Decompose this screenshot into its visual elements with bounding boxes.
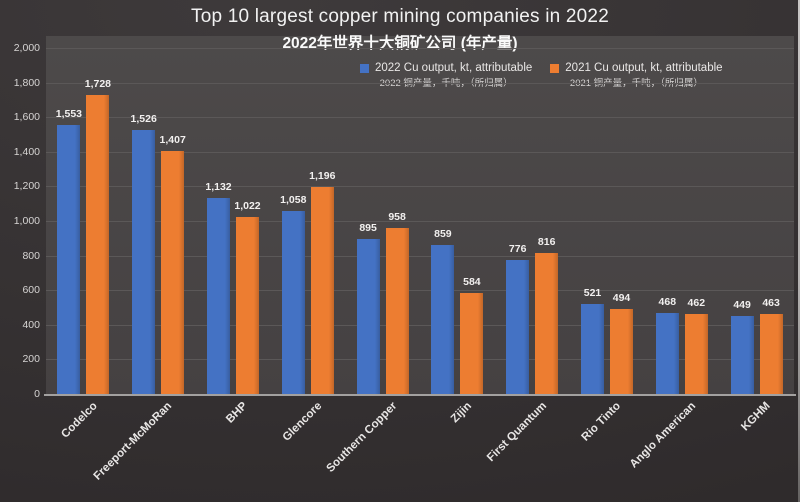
gridline [46,359,794,361]
category-label: Southern Copper [324,400,400,475]
value-label: 895 [359,222,377,235]
gridline [46,221,794,222]
gridline [46,82,794,84]
bar-2021 [684,314,708,394]
gridline [46,186,794,188]
value-label: 521 [583,286,602,299]
value-label: 494 [612,291,631,304]
gridline [46,324,794,326]
y-axis-tick-label: 1,400 [13,145,40,158]
legend: 2022 Cu output, kt, attributable 2022 铜产… [360,62,723,89]
value-label: 816 [537,235,556,248]
y-axis-tick-label: 1,200 [13,180,40,193]
value-label: 449 [733,299,751,312]
legend-swatch-2022-icon [360,63,369,73]
category-label: Anglo American [627,400,699,471]
bar-2022 [581,303,604,394]
y-axis-tick-label: 0 [34,388,40,400]
category-label: Zijin [448,400,474,426]
legend-label-2021: 2021 Cu output, kt, attributable [565,62,723,74]
category-label: BHP [223,400,250,426]
category-label: First Quantum [484,400,549,465]
y-axis-tick-label: 600 [22,284,40,297]
y-axis-tick-label: 400 [22,318,40,331]
bar-2021 [310,187,334,394]
bar-2022 [730,316,754,394]
value-label: 1,728 [84,78,112,91]
value-label: 1,196 [309,170,336,183]
x-axis-line [44,394,796,396]
value-label: 776 [508,242,527,255]
plot-area [46,36,794,394]
value-label: 463 [762,296,780,309]
legend-label-2022: 2022 Cu output, kt, attributable [375,62,533,74]
bar-2021 [759,313,783,394]
category-label: Glencore [280,400,325,444]
bar-2022 [506,259,530,394]
bar-2021 [460,292,484,394]
y-axis-tick-label: 800 [22,249,40,262]
category-label: KGHM [739,400,774,434]
value-label: 1,058 [280,193,307,206]
value-label: 1,526 [130,113,157,125]
bar-2022 [431,245,455,394]
bar-2022 [356,239,380,394]
legend-entry-2021: 2021 Cu output, kt, attributable 2021 铜产… [550,62,723,89]
bar-2022 [281,210,305,394]
gridline [46,117,794,119]
value-label: 1,132 [205,181,232,194]
legend-swatch-2021-icon [550,63,560,73]
chart-title: Top 10 largest copper mining companies i… [191,6,609,27]
value-label: 1,022 [234,200,261,213]
bar-2022 [57,125,81,394]
value-label: 468 [658,296,677,309]
value-label: 584 [463,275,481,288]
value-label: 462 [687,297,706,310]
category-label: Codelco [59,400,100,441]
y-axis-tick-label: 200 [22,353,40,366]
legend-entry-2022: 2022 Cu output, kt, attributable 2022 铜产… [360,62,532,89]
chart-subtitle: 2022年世界十大铜矿公司 (年产量) [282,35,518,52]
value-label: 1,407 [159,133,186,146]
bar-2021 [610,308,633,394]
gridline [46,48,794,49]
y-axis-tick-label: 2,000 [13,42,40,54]
value-label: 1,553 [55,108,83,121]
bar-2022 [132,130,156,394]
bar-2022 [207,198,230,394]
bar-2021 [535,252,559,394]
photo-edge-highlight [798,0,800,502]
bar-2021 [385,228,409,394]
value-label: 958 [388,211,406,224]
y-axis-tick-label: 1,600 [13,111,40,124]
bar-2021 [161,150,185,394]
y-axis-tick-label: 1,000 [13,215,40,227]
gridline [46,151,794,153]
y-axis-tick-label: 1,800 [13,76,40,89]
bar-2021 [236,217,259,394]
category-label: Freeport-McMoRan [92,400,175,483]
bar-2022 [655,313,679,394]
gridline [46,290,794,292]
bar-2021 [86,95,110,394]
gridline [46,255,794,257]
category-label: Rio Tinto [579,400,624,444]
value-label: 859 [434,228,452,241]
